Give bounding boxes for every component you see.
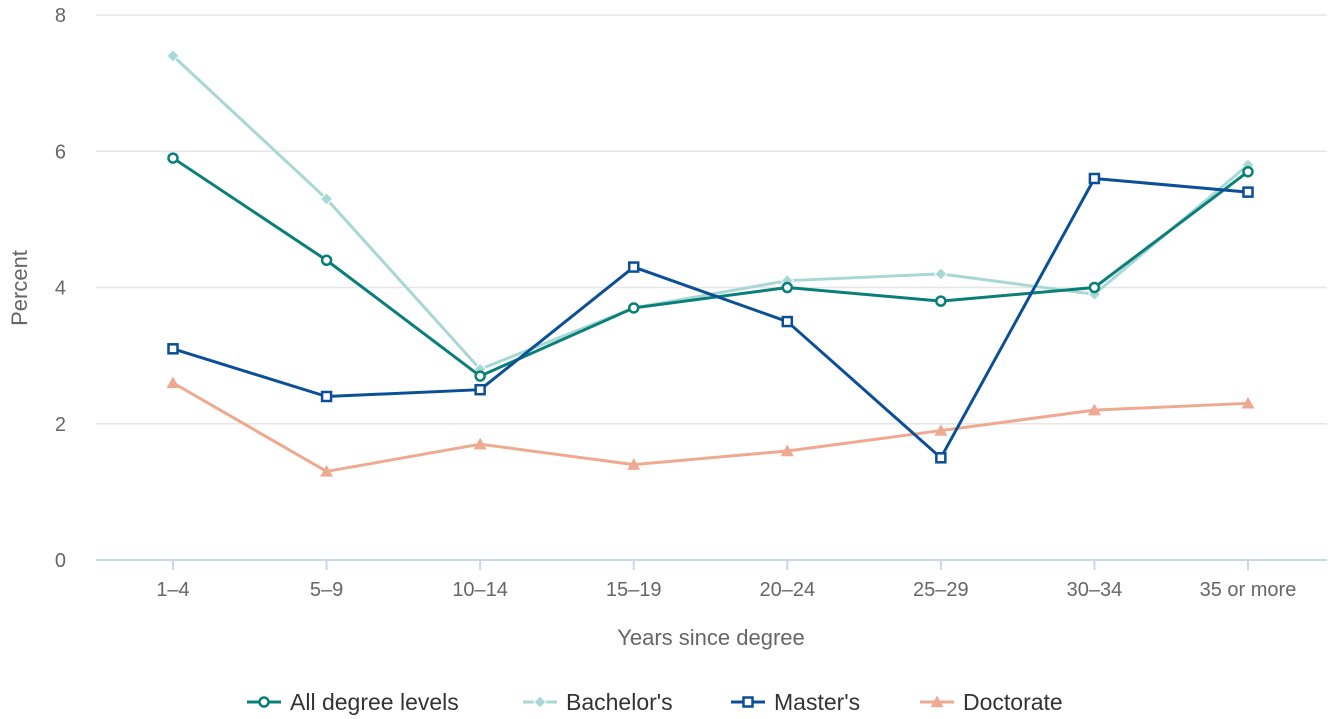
- data-point[interactable]: [167, 152, 179, 164]
- x-tick-label: 15–19: [606, 579, 662, 601]
- x-tick-label: 25–29: [913, 579, 969, 601]
- series-all-degree-levels: [167, 152, 1254, 382]
- data-point[interactable]: [320, 390, 333, 403]
- data-point[interactable]: [934, 267, 948, 281]
- data-point[interactable]: [1088, 172, 1101, 185]
- x-tick-label: 30–34: [1067, 579, 1123, 601]
- data-point[interactable]: [320, 254, 333, 266]
- legend-label: Master's: [774, 689, 860, 715]
- legend-marker: [930, 695, 944, 708]
- data-point[interactable]: [474, 383, 486, 396]
- y-tick-label: 2: [55, 414, 66, 436]
- legend-marker: [533, 695, 547, 709]
- series-doctorate: [166, 376, 1255, 477]
- data-point[interactable]: [627, 261, 640, 273]
- x-axis-title: Years since degree: [617, 625, 805, 650]
- y-axis-title: Percent: [7, 250, 32, 326]
- gridlines: [96, 14, 1327, 425]
- x-tick-label: 20–24: [759, 579, 815, 601]
- data-point[interactable]: [473, 437, 487, 450]
- data-point[interactable]: [935, 452, 947, 464]
- data-point[interactable]: [166, 376, 180, 389]
- legend-item[interactable]: Bachelor's: [523, 689, 673, 715]
- legend-item[interactable]: Doctorate: [920, 689, 1063, 715]
- data-point[interactable]: [1242, 165, 1254, 178]
- data-point[interactable]: [1242, 186, 1254, 198]
- x-tick-label: 10–14: [452, 579, 508, 601]
- series-line: [172, 381, 1249, 473]
- data-point[interactable]: [781, 281, 794, 294]
- data-point[interactable]: [166, 49, 180, 63]
- data-point[interactable]: [934, 424, 948, 436]
- legend-label: All degree levels: [290, 689, 459, 715]
- x-tick-label: 5–9: [310, 579, 343, 601]
- y-tick-label: 8: [55, 5, 66, 27]
- series-bachelor-s: [166, 49, 1255, 376]
- data-point[interactable]: [781, 315, 794, 328]
- y-tick-label: 0: [55, 550, 66, 572]
- legend-item[interactable]: All degree levels: [247, 689, 459, 715]
- data-point[interactable]: [1088, 281, 1101, 294]
- legend-label: Doctorate: [963, 689, 1063, 715]
- y-tick-label: 6: [55, 141, 66, 163]
- data-point[interactable]: [320, 464, 334, 477]
- x-tick-label: 1–4: [156, 579, 189, 601]
- data-point[interactable]: [627, 302, 640, 314]
- data-point[interactable]: [1241, 396, 1255, 409]
- data-point[interactable]: [780, 444, 794, 457]
- axes: 0 2 4 6 8 1–4 5–9 10–14 15–19 20–24 25–29 30–34 35 o…: [55, 5, 1327, 601]
- data-point[interactable]: [167, 343, 179, 355]
- legend-marker: [258, 696, 270, 708]
- legend: All degree levels Bachelor's Master's Docto…: [247, 689, 1063, 715]
- data-point[interactable]: [935, 295, 947, 307]
- series-master-s: [167, 172, 1254, 464]
- series-lines: [166, 49, 1255, 477]
- series-line: [172, 177, 1249, 460]
- data-point[interactable]: [1087, 403, 1101, 416]
- data-point[interactable]: [627, 458, 641, 470]
- series-line: [171, 54, 1249, 371]
- legend-item[interactable]: Master's: [731, 689, 860, 715]
- legend-marker: [742, 696, 754, 708]
- data-point[interactable]: [319, 192, 334, 206]
- y-tick-label: 4: [55, 278, 66, 300]
- legend-label: Bachelor's: [566, 689, 673, 715]
- series-line: [172, 156, 1249, 378]
- x-tick-label: 35 or more: [1200, 579, 1297, 601]
- data-point[interactable]: [474, 370, 486, 382]
